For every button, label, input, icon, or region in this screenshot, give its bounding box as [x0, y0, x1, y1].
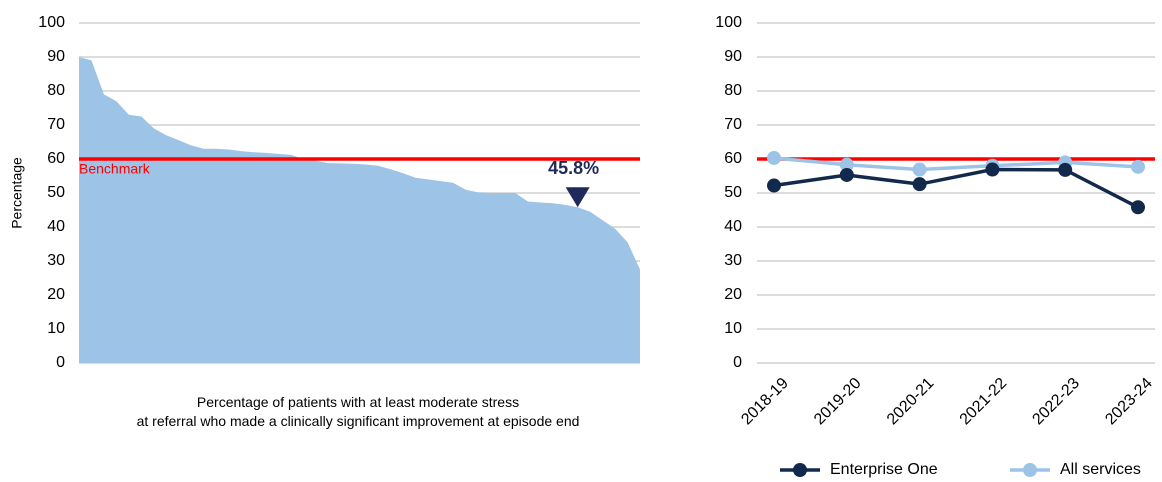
- y-tick-label: 80: [724, 82, 742, 99]
- x-tick-label: 2023-24: [1102, 375, 1156, 429]
- point: [839, 167, 854, 182]
- series-line: [773, 167, 1139, 209]
- y-tick-label: 0: [733, 354, 742, 371]
- y-axis-label: Percentage: [9, 157, 25, 229]
- point: [839, 157, 854, 172]
- y-tick-label: 60: [724, 150, 742, 167]
- legend-label: All services: [1060, 461, 1141, 478]
- x-axis-label-line: Percentage of patients with at least mod…: [197, 394, 519, 410]
- point: [767, 150, 781, 165]
- y-tick-label: 20: [724, 286, 742, 303]
- highlight-label: 45.8%: [548, 158, 599, 178]
- y-tick-label: 70: [47, 116, 65, 133]
- y-tick-label: 60: [47, 150, 65, 167]
- legend-marker: [793, 463, 807, 477]
- x-tick-label: 2018-19: [738, 375, 792, 429]
- point: [985, 162, 1000, 177]
- point: [767, 178, 781, 193]
- highlight-marker: [565, 187, 590, 208]
- y-tick-label: 70: [724, 116, 742, 133]
- x-axis-label: Percentage of patients with at least mod…: [137, 394, 580, 429]
- y-tick-label: 90: [724, 48, 742, 65]
- point: [912, 162, 927, 177]
- point: [1131, 200, 1145, 215]
- x-tick-label: 2022-23: [1029, 375, 1083, 429]
- x-tick-label: 2019-20: [811, 375, 865, 429]
- x-tick-label: 2021-22: [957, 375, 1011, 429]
- point: [912, 177, 927, 192]
- y-tick-label: 50: [47, 184, 65, 201]
- y-tick-label: 10: [724, 320, 742, 337]
- series-line: [773, 156, 1139, 172]
- x-axis-label-line: at referral who made a clinically signif…: [137, 413, 580, 429]
- benchmark-label: Benchmark: [79, 161, 151, 177]
- legend-label: Enterprise One: [830, 461, 938, 478]
- area: [79, 57, 640, 363]
- x-tick-label: 2020-21: [884, 375, 938, 429]
- y-tick-label: 10: [47, 320, 65, 337]
- y-tick-label: 0: [56, 354, 65, 371]
- point: [1131, 159, 1145, 174]
- y-tick-label: 40: [724, 218, 742, 235]
- y-tick-label: 20: [47, 286, 65, 303]
- y-tick-label: 80: [47, 82, 65, 99]
- y-tick-label: 50: [724, 184, 742, 201]
- y-tick-label: 100: [38, 14, 65, 31]
- y-tick-label: 40: [47, 218, 65, 235]
- point: [1058, 162, 1073, 177]
- y-tick-label: 30: [47, 252, 65, 269]
- y-tick-label: 100: [715, 14, 742, 31]
- legend-marker: [1023, 463, 1037, 477]
- y-tick-label: 30: [724, 252, 742, 269]
- y-tick-label: 90: [47, 48, 65, 65]
